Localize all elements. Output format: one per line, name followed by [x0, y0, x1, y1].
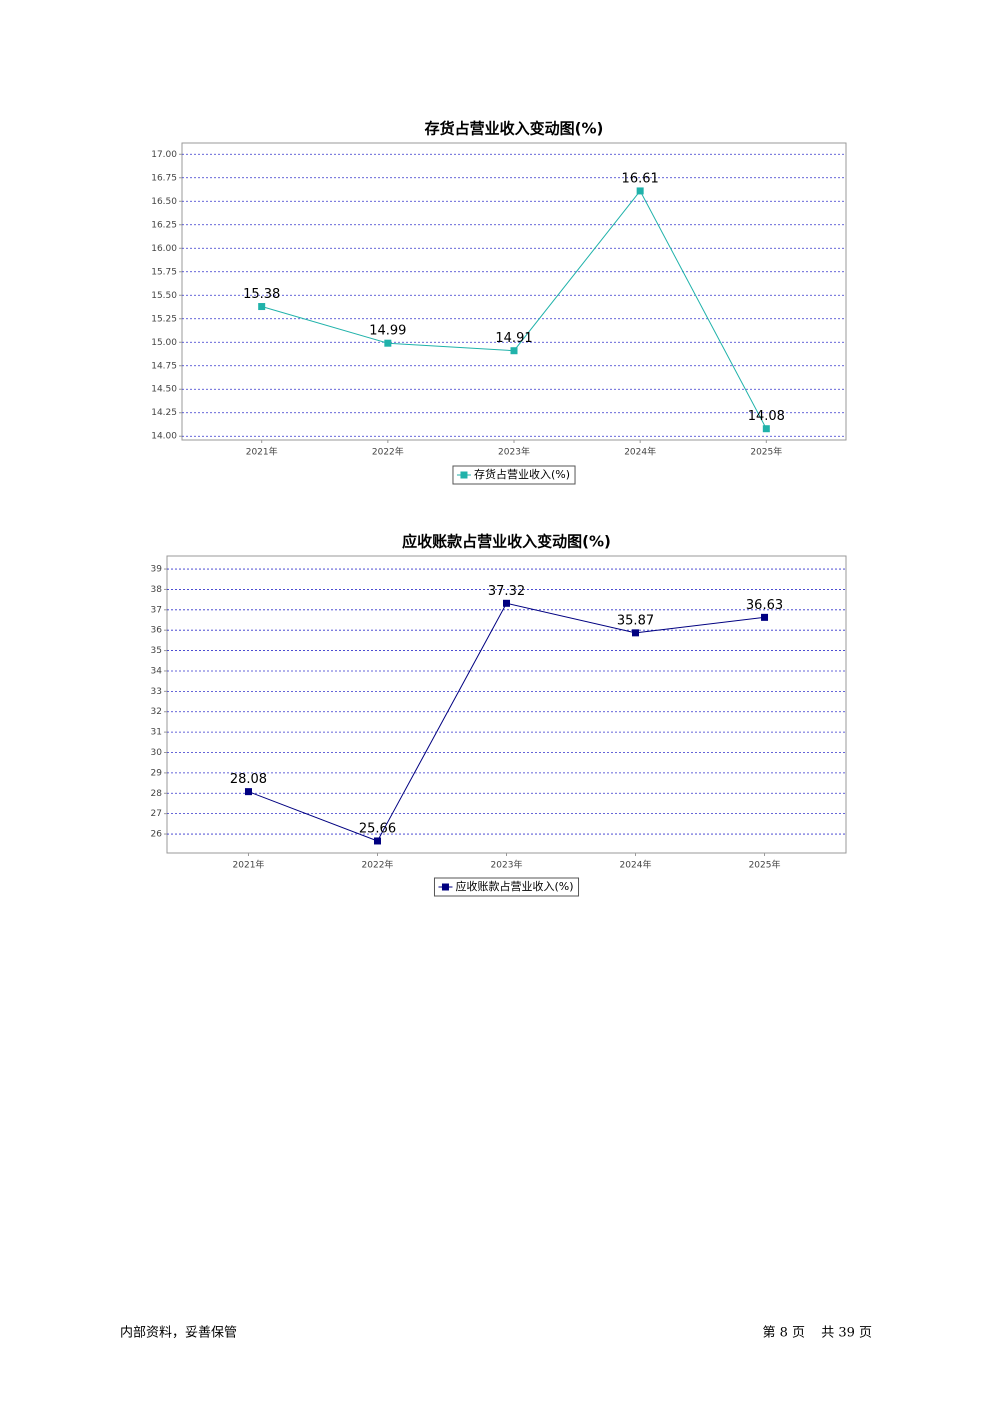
y-tick-label: 39 — [151, 565, 163, 575]
legend-box — [452, 465, 576, 485]
y-tick-label: 14.50 — [151, 385, 177, 395]
y-tick-label: 29 — [151, 768, 163, 778]
y-tick-label: 16.50 — [151, 197, 177, 207]
y-tick-label: 37 — [151, 605, 162, 615]
y-tick-label: 26 — [151, 830, 163, 840]
x-tick-label: 2025年 — [749, 859, 781, 871]
y-tick-label: 31 — [151, 728, 162, 738]
data-label: 35.87 — [617, 613, 654, 628]
y-tick-label: 14.75 — [151, 361, 177, 371]
y-tick-label: 15.00 — [151, 338, 177, 348]
x-tick-label: 2024年 — [620, 859, 652, 871]
x-tick-label: 2021年 — [233, 859, 265, 871]
point — [384, 339, 392, 347]
data-label: 14.91 — [495, 331, 532, 346]
y-tick-label: 15.75 — [151, 267, 177, 277]
legend-box — [433, 877, 580, 897]
chart-title: 应收账款占营业收入变动图(%) — [402, 533, 611, 551]
data-label: 16.61 — [622, 171, 659, 186]
y-tick-label: 28 — [151, 789, 163, 799]
x-tick-label: 2023年 — [491, 859, 523, 871]
y-tick-label: 35 — [151, 646, 162, 656]
point — [636, 187, 644, 195]
point — [761, 613, 769, 621]
data-label: 14.08 — [748, 409, 785, 424]
point — [510, 347, 518, 355]
y-tick-label: 33 — [151, 687, 162, 697]
point — [762, 425, 770, 433]
y-tick-label: 14.25 — [151, 408, 177, 418]
plot-area — [181, 142, 847, 441]
footer-total: 共 39 页 — [821, 1326, 872, 1341]
data-label: 37.32 — [488, 584, 525, 599]
y-tick-label: 16.00 — [151, 244, 177, 254]
data-label: 28.08 — [230, 772, 267, 787]
y-tick-label: 38 — [151, 585, 163, 595]
x-tick-label: 2024年 — [624, 446, 656, 458]
data-label: 36.63 — [746, 598, 783, 613]
y-tick-label: 14.00 — [151, 432, 177, 442]
x-tick-label: 2025年 — [750, 446, 782, 458]
legend-label: 应收账款占营业收入(%) — [455, 879, 573, 893]
y-tick-label: 17.00 — [151, 150, 177, 160]
x-tick-label: 2021年 — [246, 446, 278, 458]
point — [503, 599, 510, 607]
legend-swatch — [441, 883, 449, 891]
data-label: 14.99 — [369, 324, 406, 339]
point — [244, 788, 252, 796]
y-tick-label: 36 — [151, 626, 163, 636]
legend: 应收账款占营业收入(%) — [433, 877, 580, 897]
legend-label: 存货占营业收入(%) — [474, 467, 570, 481]
footer-page: 第 8 页 — [762, 1326, 805, 1341]
data-label: 15.38 — [243, 287, 280, 302]
y-tick-label: 32 — [151, 707, 162, 717]
point — [632, 629, 640, 637]
x-tick-label: 2022年 — [372, 446, 404, 458]
y-tick-label: 27 — [151, 809, 162, 819]
data-label: 25.66 — [359, 821, 396, 836]
y-tick-label: 15.50 — [151, 291, 177, 301]
y-tick-label: 16.75 — [151, 173, 177, 183]
chart-title: 存货占营业收入变动图(%) — [425, 120, 604, 138]
point — [373, 837, 381, 845]
x-tick-label: 2022年 — [362, 859, 394, 871]
y-tick-label: 34 — [151, 666, 163, 676]
legend-swatch — [460, 471, 468, 479]
footer-left: 内部资料，妥善保管 — [120, 1325, 237, 1341]
legend: 存货占营业收入(%) — [452, 465, 576, 485]
y-tick-label: 16.25 — [151, 220, 177, 230]
x-tick-label: 2023年 — [498, 446, 530, 458]
y-tick-label: 30 — [151, 748, 163, 758]
point — [258, 303, 266, 311]
y-tick-label: 15.25 — [151, 314, 177, 324]
